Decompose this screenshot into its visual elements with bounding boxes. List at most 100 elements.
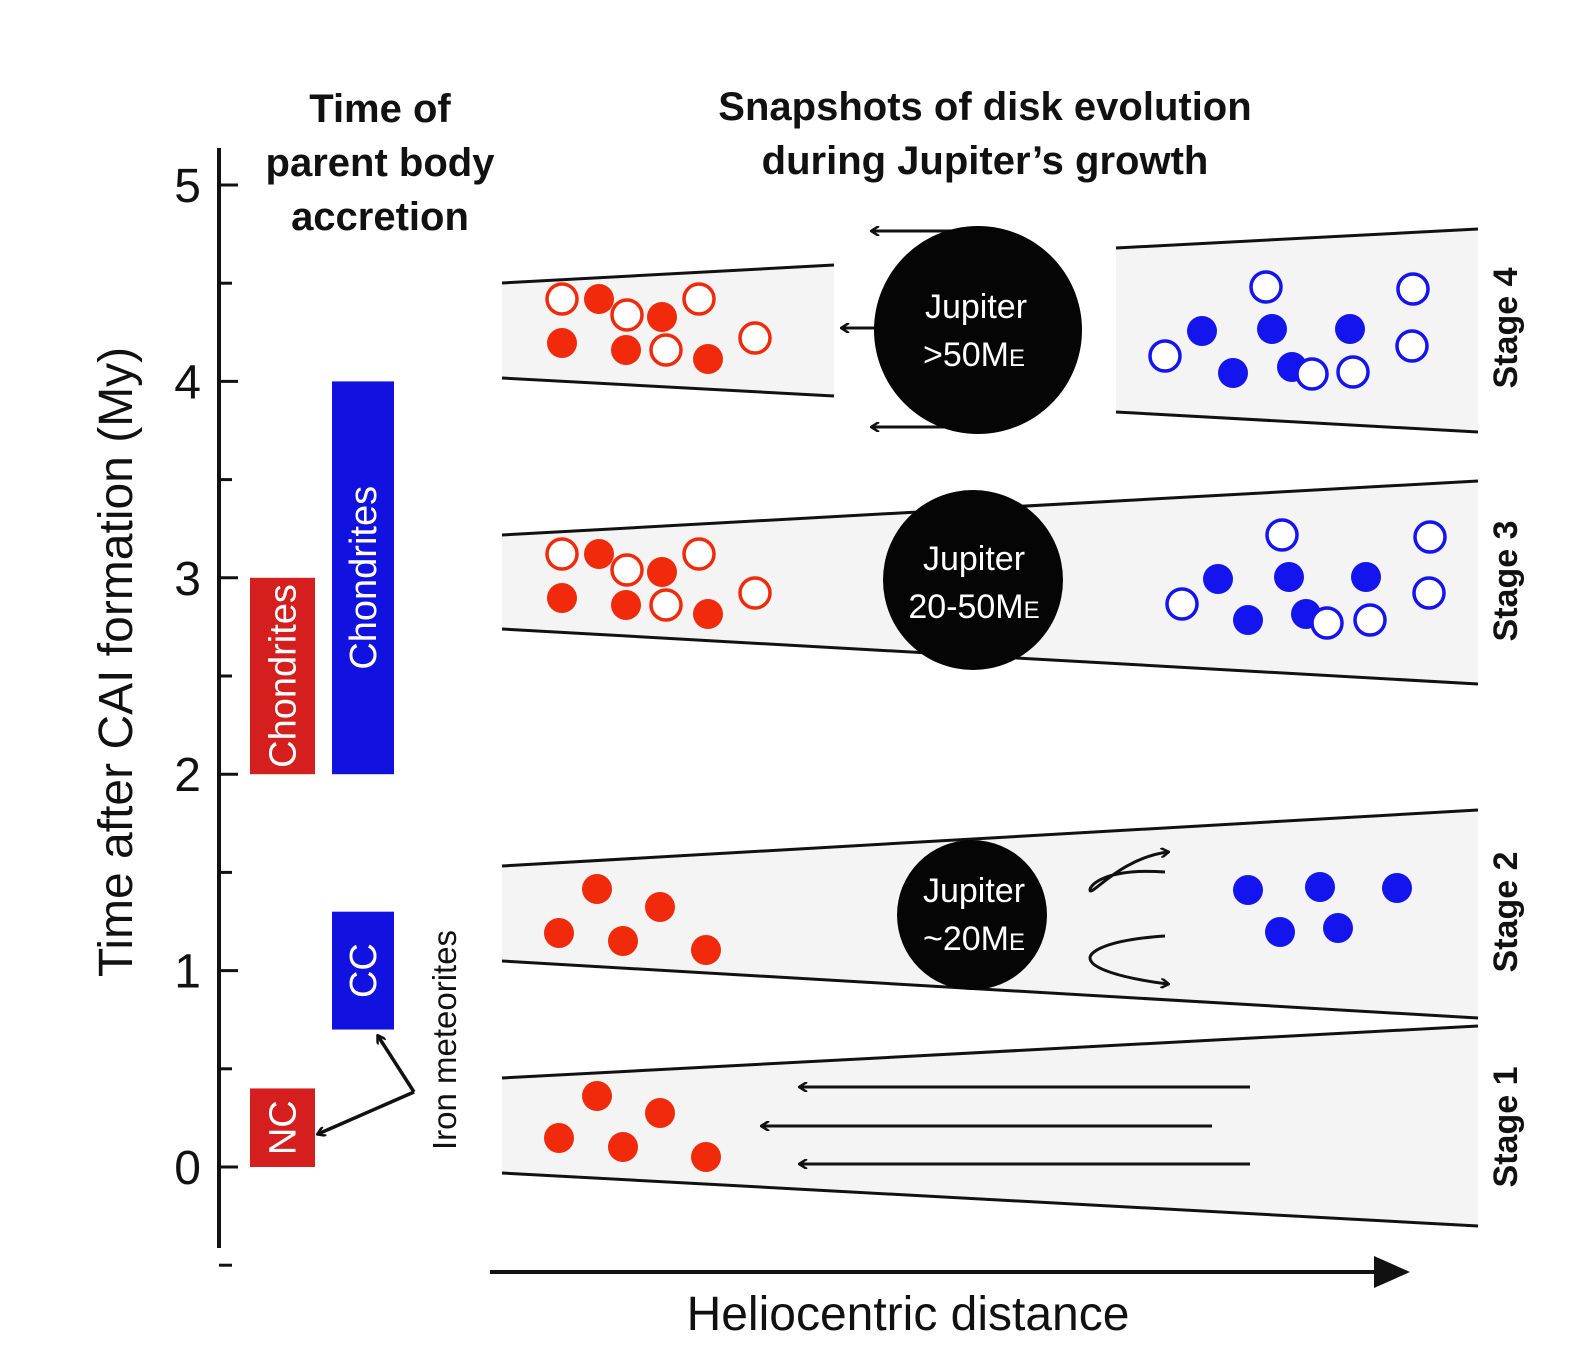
jupiter-stage3-mass: 20-50ME (908, 588, 1039, 626)
stage2-label: Stage 2 (1487, 852, 1525, 973)
right-title-line1: Snapshots of disk evolution (718, 85, 1251, 129)
jupiter-stage3-label: Jupiter (923, 540, 1025, 578)
cc-particle (1274, 562, 1304, 592)
accretion-bars: NC CC Chondrites Chondrites (250, 381, 394, 1167)
accretion-bar-label: CC (343, 943, 385, 998)
nc-particle (645, 1098, 675, 1128)
nc-particle-open (610, 298, 644, 332)
cc-particle-open (1249, 270, 1283, 304)
nc-particle-open (738, 576, 772, 610)
nc-particle (608, 926, 638, 956)
cc-particle-open (1310, 606, 1344, 640)
accretion-bar-chondrites (332, 381, 394, 775)
nc-particle (693, 599, 723, 629)
nc-particle (547, 328, 577, 358)
cc-particle-open (1165, 587, 1199, 621)
jupiter-stage4-label: Jupiter (925, 288, 1027, 326)
nc-particle (584, 539, 614, 569)
x-axis-label: Heliocentric distance (687, 1288, 1130, 1341)
nc-particle (693, 344, 723, 374)
stage1-label: Stage 1 (1487, 1067, 1525, 1188)
stage4-disk: Jupiter >50ME (501, 226, 1479, 434)
jupiter-stage2-label: Jupiter (923, 872, 1025, 910)
nc-particle (691, 935, 721, 965)
nc-particle-open (545, 282, 579, 316)
accretion-bar-nc (250, 1088, 315, 1167)
cc-particle (1233, 875, 1263, 905)
stage1-disk-top-edge (501, 1024, 1479, 1080)
jupiter-stage4 (874, 226, 1082, 434)
cc-particle (1382, 873, 1412, 903)
nc-particle (582, 874, 612, 904)
cc-particle-open (1295, 357, 1329, 391)
cc-particle-open (1353, 603, 1387, 637)
nc-particle-open (682, 282, 716, 316)
nc-particle-open (738, 321, 772, 355)
stage2-disk: Jupiter ~20ME (501, 808, 1479, 1020)
y-axis-ticks: 0 1 2 3 4 5 (174, 160, 238, 1267)
cc-particle-open (1336, 355, 1370, 389)
left-title-line3: accretion (291, 195, 469, 239)
accretion-bar-label: NC (263, 1100, 305, 1155)
nc-particle (547, 583, 577, 613)
stage2-particles (544, 872, 1412, 965)
cc-particle-open (1413, 520, 1447, 554)
nc-particle (608, 1132, 638, 1162)
nc-particle (647, 557, 677, 587)
y-axis-tick-label: 3 (174, 553, 201, 606)
stage4-outer-top-edge (1115, 227, 1479, 250)
iron-arrow-to-nc (318, 1090, 415, 1134)
cc-particle (1187, 316, 1217, 346)
nc-particle-open (545, 537, 579, 571)
y-axis-tick-label: 1 (174, 946, 201, 999)
nc-particle (582, 1081, 612, 1111)
cc-particle (1257, 314, 1287, 344)
cc-particle-open (1148, 339, 1182, 373)
jupiter-stage2 (897, 840, 1047, 990)
stage3-disk: Jupiter 20-50ME (501, 479, 1479, 686)
y-axis-tick-label: 4 (174, 356, 201, 409)
accretion-bar-label: Chondrites (343, 486, 385, 670)
stage4-label: Stage 4 (1487, 267, 1525, 388)
left-title-line2: parent body (266, 141, 496, 185)
y-axis-tick-label: 2 (174, 749, 201, 802)
stage3-particles (545, 518, 1447, 640)
nc-particle (544, 1123, 574, 1153)
cc-particle (1233, 605, 1263, 635)
cc-particle-open (1396, 272, 1430, 306)
stage4-inner-bottom-edge (501, 376, 835, 398)
stage2-deflect-arrow (1088, 852, 1168, 893)
iron-meteorites-arrows (318, 1036, 416, 1134)
cc-particle (1203, 564, 1233, 594)
x-axis-arrowhead (1374, 1256, 1410, 1288)
stage1-disk-bottom-edge (501, 1171, 1479, 1228)
cc-particle (1351, 562, 1381, 592)
cc-particle (1265, 917, 1295, 947)
jupiter-stage4-mass: >50ME (923, 336, 1025, 374)
cc-particle (1305, 872, 1335, 902)
y-axis: 0 1 2 3 4 5 Time after CAI formation (My) (90, 148, 238, 1267)
accretion-bar-label: Chondrites (263, 584, 305, 768)
nc-particle (544, 918, 574, 948)
stage2-disk-top-edge (501, 808, 1479, 868)
cc-particle (1218, 358, 1248, 388)
y-axis-tick-label: 5 (174, 160, 201, 213)
accretion-bar-cc (332, 911, 394, 1030)
nc-particle (645, 892, 675, 922)
nc-particle (584, 284, 614, 314)
y-axis-tick-label: 0 (174, 1142, 201, 1195)
iron-arrow-to-cc (378, 1036, 416, 1093)
nc-particle (691, 1142, 721, 1172)
stage2-disk-bottom-edge (501, 959, 1479, 1020)
nc-particle-open (682, 537, 716, 571)
nc-particle-open (649, 333, 683, 367)
right-title-line2: during Jupiter’s growth (762, 139, 1209, 183)
accretion-bar-chondrites (250, 577, 315, 775)
stage1-disk (501, 1024, 1479, 1228)
stage4-particles (545, 270, 1430, 391)
jupiter-stage2-mass: ~20ME (923, 920, 1025, 958)
stage2-deflect-arrow (1088, 934, 1168, 984)
jupiter-stage3 (883, 490, 1063, 670)
nc-particle-open (649, 588, 683, 622)
stage3-label: Stage 3 (1487, 521, 1525, 642)
